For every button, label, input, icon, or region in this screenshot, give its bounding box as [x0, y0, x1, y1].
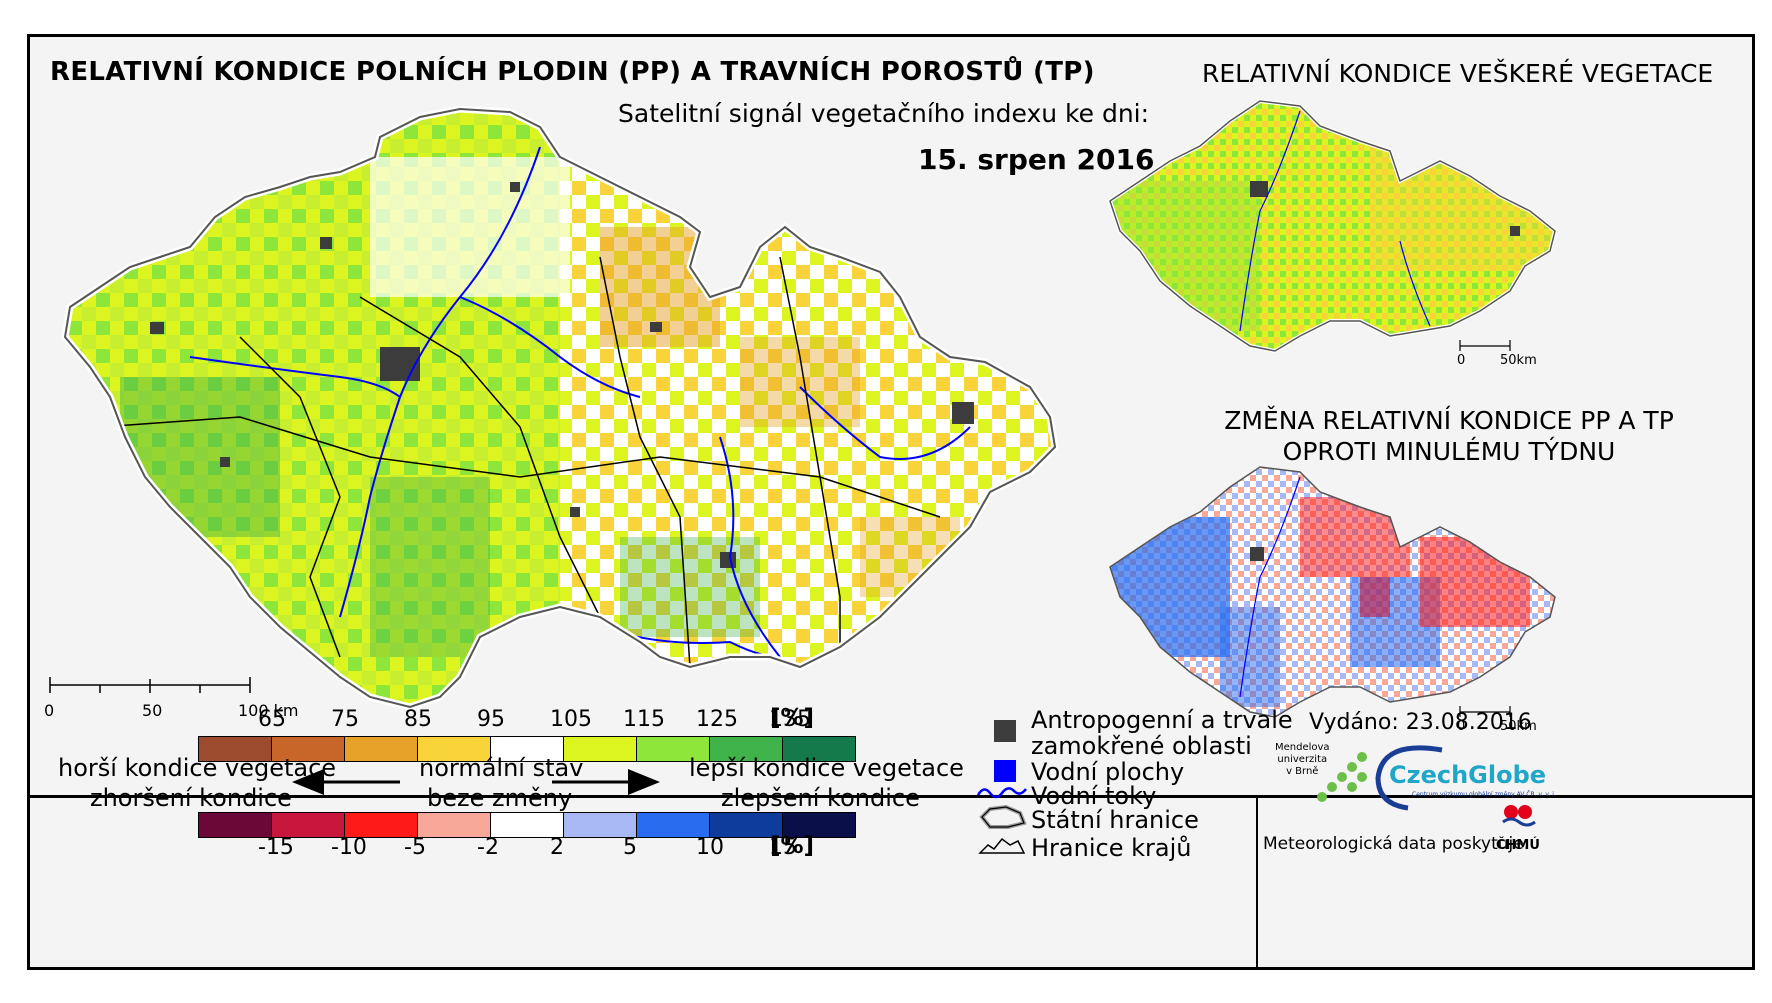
issued-date: Vydáno: 23.08.2016: [1309, 710, 1532, 735]
change-swatch: [490, 812, 564, 838]
condition-tick-label: 125: [696, 707, 738, 732]
change-tick-label: -5: [404, 835, 426, 860]
worse-condition-label: horší kondice vegetace: [58, 754, 337, 782]
worsened-label: zhoršení kondice: [90, 784, 292, 812]
all-vegetation-map: [1108, 99, 1557, 353]
condition-swatch: [198, 736, 272, 762]
change-swatch: [563, 812, 637, 838]
change-swatch: [782, 812, 856, 838]
condition-swatch: [271, 736, 345, 762]
river-line-icon: [976, 787, 1027, 799]
main-condition-map: [49, 97, 1100, 737]
subtitle: Satelitní signál vegetačního indexu ke d…: [618, 99, 1150, 128]
arrow-right-icon: [552, 769, 660, 795]
state-border-icon: [979, 804, 1027, 829]
region-border-label: Hranice krajů: [1031, 834, 1192, 862]
improved-label: zlepšení kondice: [721, 784, 920, 812]
small-scale-bar-bottom: [1459, 706, 1511, 717]
right-bottom-title-line1: ZMĚNA RELATIVNÍ KONDICE PP A TP: [1224, 406, 1674, 435]
change-tick-label: -15: [258, 835, 294, 860]
change-tick-label: 5: [623, 835, 637, 860]
anthropogenic-label: Antropogenní a trvale zamokřené oblasti: [1031, 706, 1293, 760]
state-border-label: Státní hranice: [1031, 806, 1199, 834]
meteo-credit: Meteorologická data poskytuje:: [1263, 834, 1530, 854]
small-scale-bottom-50: 50km: [1500, 719, 1537, 734]
condition-tick-label: 75: [331, 707, 359, 732]
change-tick-label: -10: [331, 835, 367, 860]
right-bottom-title: ZMĚNA RELATIVNÍ KONDICE PP A TP OPROTI M…: [1206, 405, 1692, 467]
date-title: 15. srpen 2016: [918, 143, 1155, 176]
chmu-logo-text: ČHMÚ: [1496, 838, 1540, 853]
change-color-scale: [198, 812, 856, 838]
anthropogenic-square-icon: [994, 720, 1016, 742]
small-scale-top-0: 0: [1457, 353, 1466, 368]
condition-color-scale: [198, 736, 856, 762]
change-unit: [%]: [770, 833, 815, 859]
condition-tick-label: 135: [769, 707, 811, 732]
small-scale-top-50: 50km: [1500, 353, 1537, 368]
change-tick-label: 2: [550, 835, 564, 860]
right-top-title: RELATIVNÍ KONDICE VEŠKERÉ VEGETACE: [1202, 59, 1714, 88]
change-tick-label: 10: [696, 835, 724, 860]
condition-tick-label: 85: [404, 707, 432, 732]
main-scale-bar: [49, 677, 251, 693]
change-tick-label: -2: [477, 835, 499, 860]
condition-tick-label: 115: [623, 707, 665, 732]
chmu-logo-icon: [1502, 805, 1536, 827]
scale-label-100: 100 km: [238, 701, 299, 720]
mendel-logo-icon: [1317, 752, 1367, 802]
condition-tick-label: 65: [258, 707, 286, 732]
right-bottom-title-line2: OPROTI MINULÉMU TÝDNU: [1282, 437, 1616, 466]
small-scale-bottom-0: 0: [1457, 719, 1466, 734]
scale-label-0: 0: [44, 701, 55, 720]
water-label: Vodní plochy: [1031, 758, 1185, 786]
condition-swatch: [490, 736, 564, 762]
main-title: RELATIVNÍ KONDICE POLNÍCH PLODIN (PP) A …: [50, 57, 1095, 87]
better-condition-label: lepší kondice vegetace: [689, 754, 964, 782]
scale-label-50: 50: [142, 701, 163, 720]
map-area: RELATIVNÍ KONDICE POLNÍCH PLODIN (PP) A …: [30, 37, 1752, 795]
normal-label: normální stav: [419, 754, 584, 782]
rivers-label: Vodní toky: [1031, 782, 1157, 810]
water-square-icon: [994, 760, 1016, 782]
condition-swatch: [344, 736, 418, 762]
weekly-change-map: [1109, 466, 1556, 718]
map-frame: RELATIVNÍ KONDICE POLNÍCH PLODIN (PP) A …: [27, 34, 1755, 970]
change-tick-label: 15: [769, 835, 797, 860]
arrow-left-icon: [292, 769, 400, 795]
small-scale-bar-top: [1459, 340, 1511, 351]
condition-swatch: [709, 736, 783, 762]
condition-tick-label: 95: [477, 707, 505, 732]
condition-swatch: [563, 736, 637, 762]
legend-divider: [30, 795, 1752, 798]
czechglobe-logo-text: CzechGlobe: [1389, 761, 1547, 789]
czechglobe-swoosh-icon: [1375, 745, 1443, 811]
no-change-label: beze změny: [427, 784, 573, 812]
czechglobe-sub-text: Centrum výzkumu globální změny AV ČR, v.…: [1412, 791, 1556, 798]
condition-swatch: [417, 736, 491, 762]
legend-divider-right: [1256, 798, 1258, 967]
mendel-logo-text: Mendelova univerzita v Brně: [1275, 742, 1330, 777]
condition-swatch: [636, 736, 710, 762]
condition-swatch: [782, 736, 856, 762]
change-swatch: [636, 812, 710, 838]
region-border-icon: [978, 837, 1026, 854]
condition-unit: [%]: [770, 705, 815, 731]
change-swatch: [344, 812, 418, 838]
condition-tick-label: 105: [550, 707, 592, 732]
change-swatch: [198, 812, 272, 838]
